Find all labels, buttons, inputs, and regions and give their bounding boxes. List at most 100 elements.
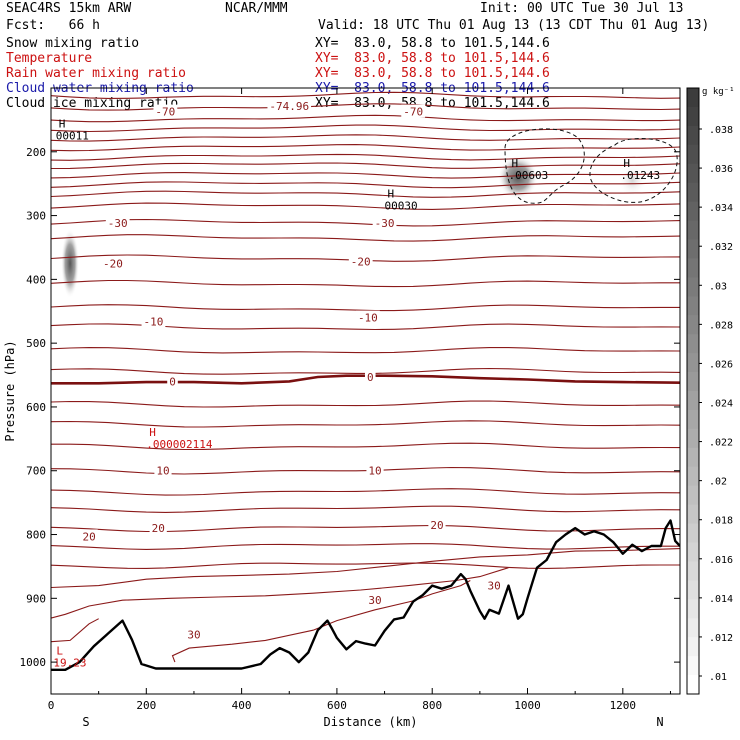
isotherm-line bbox=[51, 234, 680, 242]
extremum-value: 00011 bbox=[56, 129, 89, 142]
colorbar-tick-label: .032 bbox=[709, 242, 733, 253]
snow-mixing-ratio-blob bbox=[61, 228, 80, 299]
contour-label-bg bbox=[355, 310, 380, 324]
colorbar-tick-label: .018 bbox=[709, 516, 733, 527]
cloud-water-region bbox=[504, 128, 585, 204]
temperature-contour-label: -30 bbox=[375, 217, 395, 230]
colorbar-segment bbox=[687, 277, 699, 297]
colorbar-segment bbox=[687, 618, 699, 638]
north-label: N bbox=[656, 715, 663, 729]
terrain-profile bbox=[51, 519, 680, 671]
temperature-contour-label: 20 bbox=[82, 530, 95, 543]
colorbar-segment bbox=[687, 409, 699, 430]
extremum-marker: H bbox=[623, 157, 630, 170]
isotherm-line bbox=[51, 524, 680, 533]
extremum-value: 19.23 bbox=[53, 656, 86, 669]
colorbar-tick-label: .024 bbox=[709, 399, 733, 410]
colorbar-segment bbox=[687, 201, 699, 222]
x-tick-label: 1000 bbox=[514, 699, 541, 712]
contour-label-bg bbox=[141, 314, 166, 328]
contour-label-bg bbox=[80, 529, 98, 543]
x-tick-label: 600 bbox=[327, 699, 347, 712]
colorbar-segment bbox=[687, 144, 699, 165]
isotherm-line bbox=[171, 580, 471, 663]
temperature-contour-label: -74.96 bbox=[269, 100, 309, 113]
contour-label-bg bbox=[364, 369, 376, 383]
temperature-contour-label: -20 bbox=[103, 257, 123, 270]
colorbar-segment bbox=[687, 561, 699, 581]
isotherm-line bbox=[51, 466, 680, 475]
colorbar-segment bbox=[687, 675, 699, 695]
colorbar-segment bbox=[687, 334, 699, 354]
temperature-contour-label: 30 bbox=[368, 594, 381, 607]
colorbar-tick-label: .038 bbox=[709, 125, 733, 136]
isotherm-line bbox=[51, 488, 680, 496]
isotherm-line bbox=[51, 400, 680, 408]
isotherm-line bbox=[51, 124, 680, 133]
contour-label-bg bbox=[372, 216, 397, 230]
colorbar-tick-label: .028 bbox=[709, 320, 733, 331]
contour-label-bg bbox=[105, 216, 130, 230]
isotherm-line bbox=[51, 153, 680, 161]
x-tick-label: 400 bbox=[232, 699, 252, 712]
x-tick-label: 800 bbox=[422, 699, 442, 712]
isotherm-line bbox=[51, 347, 680, 354]
isotherm-line bbox=[51, 162, 680, 170]
contour-label-bg bbox=[153, 104, 178, 118]
temperature-contour-label: -20 bbox=[351, 256, 371, 269]
y-tick-label: 300 bbox=[26, 210, 46, 223]
extremum-value: .00603 bbox=[508, 169, 548, 182]
colorbar-unit: g kg⁻¹ bbox=[702, 87, 735, 97]
extremum-value: 00030 bbox=[385, 200, 418, 213]
extremum-marker: H bbox=[388, 188, 395, 201]
temperature-contour-label: 20 bbox=[152, 522, 165, 535]
forecast-hour: Fcst: 66 h bbox=[6, 18, 100, 33]
y-tick-label: 200 bbox=[26, 146, 46, 159]
colorbar-tick-label: .026 bbox=[709, 359, 733, 370]
isotherm-line bbox=[51, 548, 680, 589]
isotherm-line bbox=[51, 304, 680, 312]
y-axis-label: Pressure (hPa) bbox=[3, 340, 17, 441]
colorbar-segment bbox=[687, 106, 699, 127]
field-rain-name: Rain water mixing ratio bbox=[6, 66, 187, 81]
isotherm-line bbox=[51, 543, 680, 550]
temperature-contour-label: 10 bbox=[368, 465, 381, 478]
colorbar-tick-label: .022 bbox=[709, 438, 733, 449]
x-tick-label: 0 bbox=[48, 699, 55, 712]
contour-label-bg bbox=[149, 521, 167, 535]
isotherm-line bbox=[51, 134, 680, 142]
colorbar-segment bbox=[687, 296, 699, 316]
isotherm-line bbox=[51, 103, 680, 111]
colorbar-segment bbox=[687, 220, 699, 240]
y-tick-label: 500 bbox=[26, 337, 46, 350]
colorbar-segment bbox=[687, 542, 699, 562]
contour-label-bg bbox=[366, 463, 384, 477]
colorbar-segment bbox=[687, 353, 699, 373]
extremum-value: .000002114 bbox=[146, 438, 213, 451]
contour-label-bg bbox=[101, 256, 125, 270]
y-tick-label: 1000 bbox=[20, 656, 47, 669]
isotherm-line bbox=[51, 567, 509, 619]
field-snow-name: Snow mixing ratio bbox=[6, 36, 140, 51]
colorbar-tick-label: .036 bbox=[709, 164, 733, 175]
isotherm-line bbox=[51, 144, 680, 152]
colorbar-segment bbox=[687, 163, 699, 184]
temperature-contour-label: -70 bbox=[403, 106, 423, 119]
colorbar-segment bbox=[687, 599, 699, 619]
temperature-contour-label: -10 bbox=[144, 315, 164, 328]
field-snow-xy: XY= 83.0, 58.8 to 101.5,144.6 bbox=[315, 36, 550, 51]
cloud-water-region bbox=[589, 138, 678, 203]
colorbar-tick-label: .03 bbox=[709, 281, 727, 292]
temperature-contour-label: -70 bbox=[155, 106, 175, 119]
cloud-ice-blob bbox=[618, 164, 647, 197]
colorbar-segment bbox=[687, 372, 699, 392]
temperature-contour-label: -30 bbox=[108, 217, 128, 230]
zero-isotherm-line bbox=[51, 374, 680, 385]
contour-label-bg bbox=[366, 593, 384, 607]
colorbar-segment bbox=[687, 447, 699, 468]
isotherm-line bbox=[51, 114, 680, 123]
isotherm-line bbox=[51, 91, 680, 99]
x-tick-label: 200 bbox=[136, 699, 156, 712]
temperature-contour-label: 10 bbox=[156, 465, 169, 478]
field-temperature-name: Temperature bbox=[6, 51, 93, 66]
